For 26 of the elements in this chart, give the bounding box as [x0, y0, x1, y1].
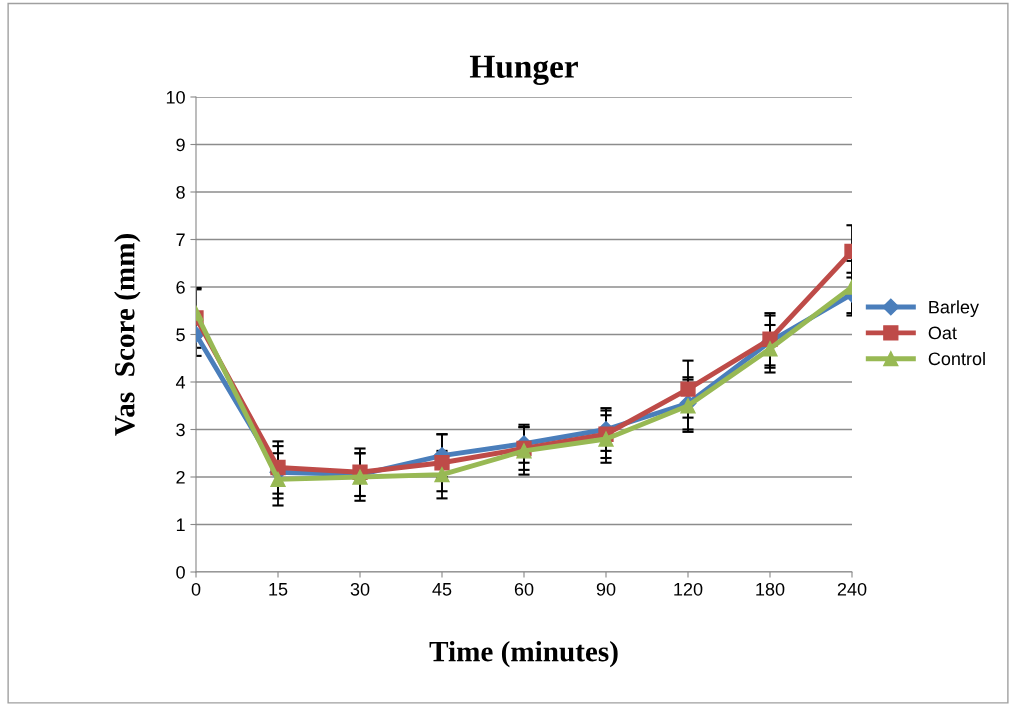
y-tick-label: 6	[176, 280, 185, 294]
x-tick-label: 45	[432, 583, 452, 596]
y-tick-label: 4	[175, 376, 186, 389]
y-tick-label: 7	[176, 233, 185, 247]
x-tick-label: 15	[269, 583, 288, 596]
y-tick-label: 1	[176, 518, 185, 532]
y-tick-label: 3	[176, 423, 185, 437]
x-tick-label: 90	[596, 582, 616, 596]
x-tick-label: 0	[191, 582, 201, 596]
x-tick-label: 30	[350, 582, 370, 596]
y-tick-label: 0	[176, 565, 185, 579]
x-tick-label: 120	[674, 582, 703, 596]
chart-title: Hunger	[469, 55, 578, 85]
legend-label: Barley	[929, 300, 979, 318]
y-tick-label: 2	[176, 470, 185, 484]
legend-label: Oat	[928, 326, 957, 340]
y-tick-label: 9	[176, 138, 185, 152]
x-tick-label: 240	[837, 582, 867, 596]
x-tick-label: 180	[756, 582, 785, 596]
x-axis-title: Time (minutes)	[429, 640, 618, 668]
x-tick-label: 60	[514, 582, 534, 596]
y-tick-label: 10	[166, 90, 185, 104]
y-tick-label: 8	[176, 185, 185, 199]
y-axis-title: Vas Score (mm)	[114, 234, 141, 436]
y-tick-label: 5	[176, 328, 185, 342]
legend-label: Control	[928, 351, 985, 366]
